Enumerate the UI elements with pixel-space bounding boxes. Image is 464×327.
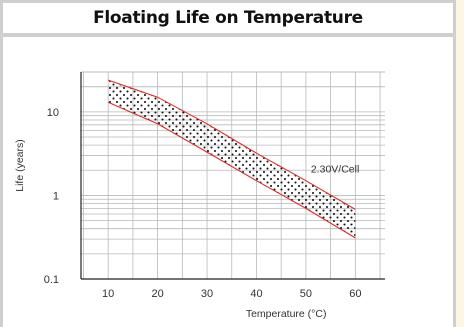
annotation-voltage-label: 2.30V/Cell (311, 164, 359, 176)
x-tick-label: 40 (250, 288, 262, 300)
axes (80, 72, 385, 280)
x-axis-label: Temperature (°C) (246, 308, 327, 320)
tick-labels: 10 20 30 40 50 60 0.1 1 10 (44, 107, 362, 300)
plot-panel: 10 20 30 40 50 60 0.1 1 10 Temperature (°C) Life… (3, 37, 453, 327)
life-band (107, 79, 356, 239)
y-tick-label: 10 (47, 107, 59, 119)
band-upper-line (108, 79, 356, 210)
life-temperature-chart: 10 20 30 40 50 60 0.1 1 10 Temperature (°C) Life… (14, 71, 385, 320)
y-tick-label: 0.1 (44, 274, 59, 286)
band-fill (108, 80, 356, 238)
band-lower-line (107, 101, 356, 239)
x-tick-label: 60 (349, 288, 361, 300)
x-tick-label: 30 (201, 288, 213, 300)
x-tick-label: 50 (300, 288, 312, 300)
x-tick-label: 10 (102, 288, 114, 300)
x-tick-label: 20 (151, 288, 163, 300)
y-axis-label: Life (years) (14, 139, 26, 192)
chart-title: Floating Life on Temperature (93, 8, 363, 28)
title-bar: Floating Life on Temperature (3, 3, 453, 33)
y-tick-label: 1 (53, 190, 59, 202)
